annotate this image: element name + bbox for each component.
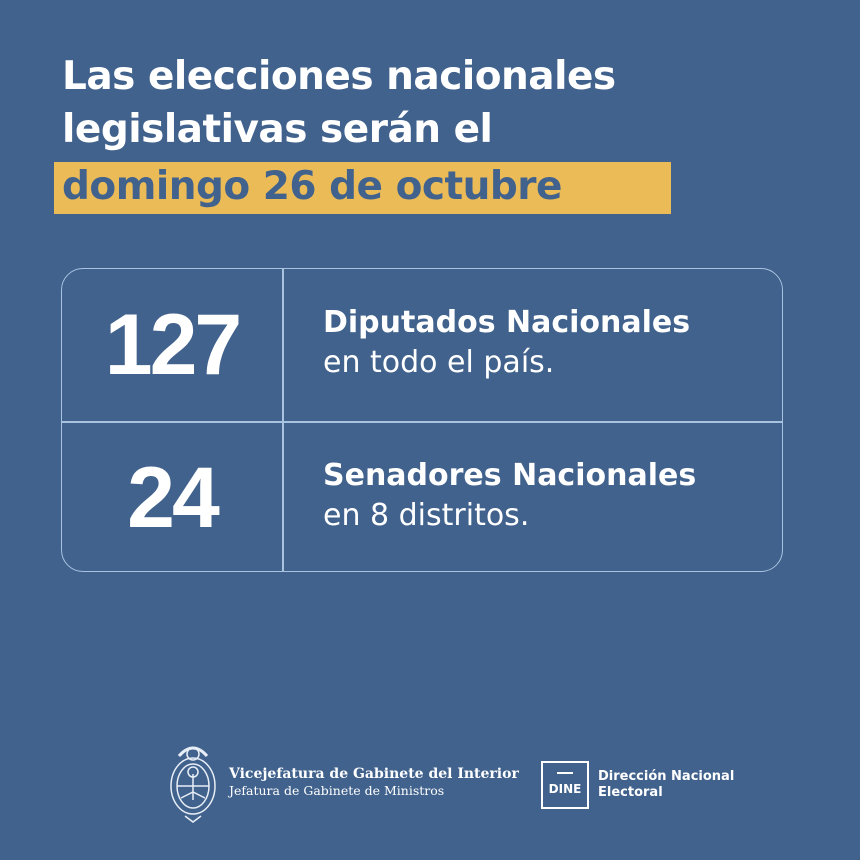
dine-line-1: Dirección Nacional <box>598 769 735 784</box>
stat-subtitle: en 8 distritos. <box>323 498 530 533</box>
government-line-1: Vicejefatura de Gabinete del Interior <box>229 766 519 782</box>
headline: Las elecciones nacionales legislativas s… <box>62 50 616 156</box>
vertical-divider <box>282 269 284 571</box>
government-logo: Vicejefatura de Gabinete del Interior Je… <box>165 738 519 826</box>
stat-number: 24 <box>127 449 220 546</box>
stat-row-diputados: 127 Diputados Nacionales en todo el país… <box>62 269 782 421</box>
stat-subtitle: en todo el país. <box>323 345 555 380</box>
dine-logo-bar <box>557 772 573 774</box>
date-highlight: domingo 26 de octubre <box>54 162 671 214</box>
horizontal-divider <box>62 421 782 423</box>
stat-title: Senadores Nacionales <box>323 458 697 493</box>
stat-description: Senadores Nacionales en 8 distritos. <box>323 456 696 536</box>
headline-line-2: legislativas serán el <box>62 107 493 152</box>
stats-table: 127 Diputados Nacionales en todo el país… <box>61 268 783 572</box>
dine-logo-text: DINE <box>548 782 582 796</box>
stat-title: Diputados Nacionales <box>323 305 691 340</box>
dine-logo: DINE Dirección Nacional Electoral <box>541 761 734 809</box>
stat-row-senadores: 24 Senadores Nacionales en 8 distritos. <box>62 422 782 574</box>
government-line-2: Jefatura de Gabinete de Ministros <box>229 783 445 798</box>
dine-text: Dirección Nacional Electoral <box>598 769 734 801</box>
dine-logo-box: DINE <box>541 761 589 809</box>
argentina-coat-of-arms-icon <box>170 746 216 823</box>
dine-line-2: Electoral <box>598 785 663 800</box>
headline-line-1: Las elecciones nacionales <box>62 54 616 99</box>
stat-description: Diputados Nacionales en todo el país. <box>323 303 690 383</box>
stat-number: 127 <box>104 296 243 393</box>
government-text: Vicejefatura de Gabinete del Interior Je… <box>229 765 519 799</box>
date-text: domingo 26 de octubre <box>62 164 563 209</box>
